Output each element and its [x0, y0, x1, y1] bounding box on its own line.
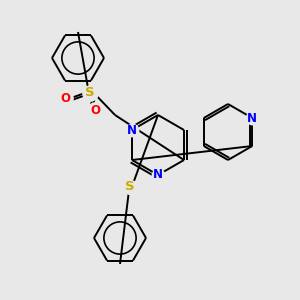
Text: N: N [127, 124, 137, 136]
Text: N: N [247, 112, 257, 124]
Text: O: O [60, 92, 70, 104]
Text: N: N [153, 169, 163, 182]
Text: S: S [125, 181, 135, 194]
Text: S: S [85, 86, 95, 100]
Text: O: O [90, 103, 100, 116]
